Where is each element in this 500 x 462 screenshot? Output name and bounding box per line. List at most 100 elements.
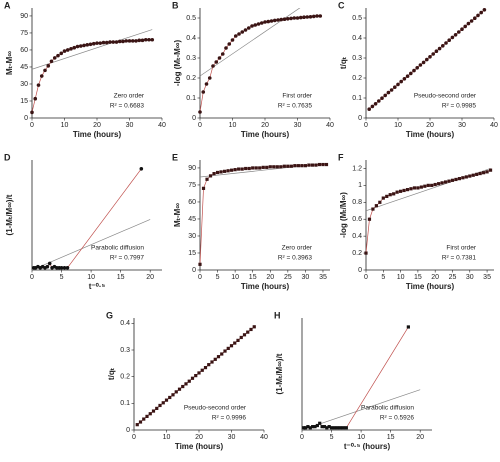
marker <box>250 24 254 28</box>
marker <box>450 35 455 40</box>
annotation: Parabolic diffusion <box>361 405 414 412</box>
x-axis-label: Time (hours) <box>406 282 455 291</box>
marker <box>332 426 337 430</box>
marker <box>482 171 486 175</box>
x-tick-label: 10 <box>397 274 405 281</box>
marker <box>423 184 427 188</box>
y-axis-label: -log (Mₜ/M∞) <box>339 192 348 238</box>
x-axis-label: t⁻⁰·⁵ <box>89 282 106 291</box>
marker <box>158 403 162 408</box>
marker <box>406 325 410 329</box>
marker <box>377 99 381 103</box>
marker <box>143 37 148 42</box>
y-tick-label: 0.4 <box>352 233 362 240</box>
marker <box>204 82 209 86</box>
marker <box>454 177 458 182</box>
marker <box>59 51 64 56</box>
marker <box>298 15 303 20</box>
annotation: R² = 0.9996 <box>212 415 247 422</box>
marker <box>325 426 329 430</box>
annotation: First order <box>282 93 312 100</box>
y-tick-label: 0 <box>126 427 130 434</box>
x-tick-label: 30 <box>228 434 236 441</box>
x-tick-label: 30 <box>466 274 474 281</box>
x-axis-label: Time (hours) <box>406 130 455 139</box>
marker <box>46 64 51 68</box>
marker <box>244 166 248 171</box>
x-tick-label: 5 <box>60 274 64 281</box>
marker <box>184 382 188 386</box>
marker <box>315 14 319 18</box>
x-tick-label: 35 <box>483 274 491 281</box>
y-tick-label: 0.5 <box>186 15 196 22</box>
panel-letter: D <box>4 152 11 162</box>
marker <box>383 93 388 98</box>
y-tick-label: 0.2 <box>120 374 130 381</box>
x-tick-label: 30 <box>126 122 134 129</box>
marker <box>69 47 73 51</box>
marker <box>440 181 444 185</box>
marker <box>145 414 149 418</box>
marker <box>47 261 52 266</box>
marker <box>437 182 441 186</box>
marker <box>479 10 484 15</box>
marker <box>421 60 426 65</box>
panel: E 0 5 10 15 20 25 30 35 0 15 30 45 60 75 90 Time (hours)… <box>172 152 330 291</box>
x-tick-label: 15 <box>249 274 257 281</box>
marker <box>392 192 396 196</box>
x-tick-label: 10 <box>231 274 239 281</box>
marker <box>320 425 324 429</box>
x-tick-label: 30 <box>458 122 466 129</box>
marker <box>147 37 151 42</box>
x-tick-label: 20 <box>195 434 203 441</box>
marker <box>43 68 47 73</box>
marker <box>226 169 230 173</box>
annotation: R² = 0.9985 <box>442 103 477 110</box>
marker <box>258 166 262 170</box>
marker <box>88 42 93 47</box>
series-line <box>31 39 153 113</box>
marker <box>139 167 144 171</box>
marker <box>380 96 384 100</box>
annotation: R² = 0.3963 <box>278 255 313 262</box>
marker <box>219 170 223 174</box>
y-tick-label: 30 <box>20 81 28 88</box>
marker <box>230 38 235 42</box>
marker <box>150 37 155 42</box>
y-tick-label: 0.5 <box>352 15 362 22</box>
panel-letter: F <box>338 152 344 162</box>
marker <box>208 174 213 178</box>
marker <box>468 174 472 178</box>
marker <box>453 33 458 37</box>
marker <box>62 49 67 53</box>
x-tick-label: 10 <box>61 122 69 129</box>
x-tick-label: 15 <box>387 434 395 441</box>
y-tick-label: 0.2 <box>352 75 362 82</box>
panel-letter: A <box>4 0 11 10</box>
marker <box>224 46 228 50</box>
marker <box>203 366 208 370</box>
y-tick-label: 0.2 <box>352 250 362 257</box>
marker <box>205 177 209 181</box>
marker <box>307 163 311 167</box>
marker <box>252 325 256 329</box>
marker <box>321 162 325 167</box>
x-tick-label: 10 <box>163 434 171 441</box>
marker <box>263 20 267 24</box>
x-tick-label: 40 <box>490 122 498 129</box>
marker <box>78 44 83 48</box>
marker <box>447 38 452 42</box>
marker <box>279 17 284 22</box>
annotation: Pseudo-second order <box>414 93 477 100</box>
marker <box>198 110 202 114</box>
marker <box>256 22 261 26</box>
marker <box>240 30 245 34</box>
marker <box>308 14 313 19</box>
marker <box>134 39 138 43</box>
marker <box>95 41 99 45</box>
marker <box>393 85 397 89</box>
y-tick-label: 90 <box>20 13 28 20</box>
series-line <box>33 168 142 269</box>
marker <box>272 18 277 23</box>
marker <box>396 82 400 87</box>
